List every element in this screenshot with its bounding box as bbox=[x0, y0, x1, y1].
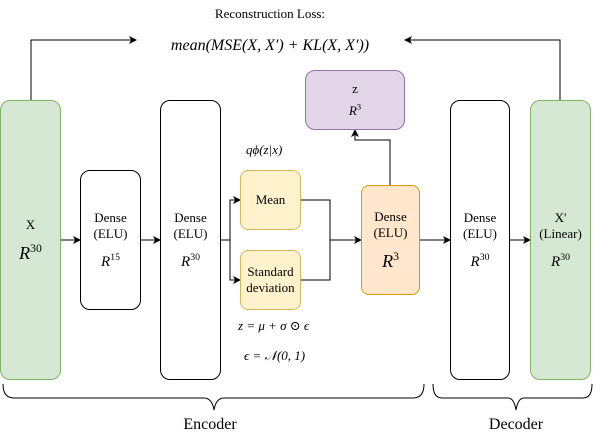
enc2-dim: R30 bbox=[181, 251, 200, 270]
encoder-label: Encoder bbox=[183, 416, 237, 433]
latent-dense-dim: R3 bbox=[382, 249, 399, 271]
epsilon-formula: ϵ = 𝒩(0, 1) bbox=[244, 348, 306, 363]
arrow-input-to-loss bbox=[30, 36, 137, 100]
decoder-label: Decoder bbox=[488, 416, 544, 433]
z-node: z R3 bbox=[305, 70, 405, 130]
arrow-output-to-loss bbox=[404, 36, 561, 100]
latent-dense-node: Dense (ELU) R3 bbox=[361, 185, 420, 295]
output-dim: R30 bbox=[551, 251, 570, 270]
input-node: X R30 bbox=[0, 100, 61, 380]
enc1-dim: R15 bbox=[101, 251, 120, 270]
reparam-formula: z = μ + σ ⊙ ϵ bbox=[238, 318, 310, 333]
loss-formula: mean(MSE(X, X′) + KL(X, X′)) bbox=[170, 37, 370, 54]
connector-std bbox=[300, 240, 331, 281]
loss-title: Reconstruction Loss: bbox=[214, 6, 326, 21]
arrow-latent-to-z bbox=[351, 129, 391, 185]
encoder-dense-1: Dense (ELU) R15 bbox=[80, 170, 141, 310]
z-dim: R3 bbox=[348, 101, 362, 118]
encoder-brace bbox=[2, 383, 425, 411]
decoder-dense: Dense (ELU) R30 bbox=[450, 100, 510, 380]
output-node: X' (Linear) R30 bbox=[530, 100, 591, 380]
input-dim: R30 bbox=[19, 241, 42, 263]
mean-node: Mean bbox=[240, 170, 301, 230]
std-node: Standard deviation bbox=[240, 250, 301, 310]
decoder-brace bbox=[432, 383, 593, 411]
arrow-enc2-to-mean bbox=[220, 196, 241, 241]
q-phi-label: qϕ(z|x) bbox=[246, 142, 283, 157]
dec1-dim: R30 bbox=[470, 251, 490, 270]
connector-mean bbox=[300, 199, 331, 240]
arrow-enc2-to-std bbox=[229, 240, 241, 284]
input-label: X bbox=[25, 216, 36, 232]
encoder-dense-2: Dense (ELU) R30 bbox=[160, 100, 221, 380]
